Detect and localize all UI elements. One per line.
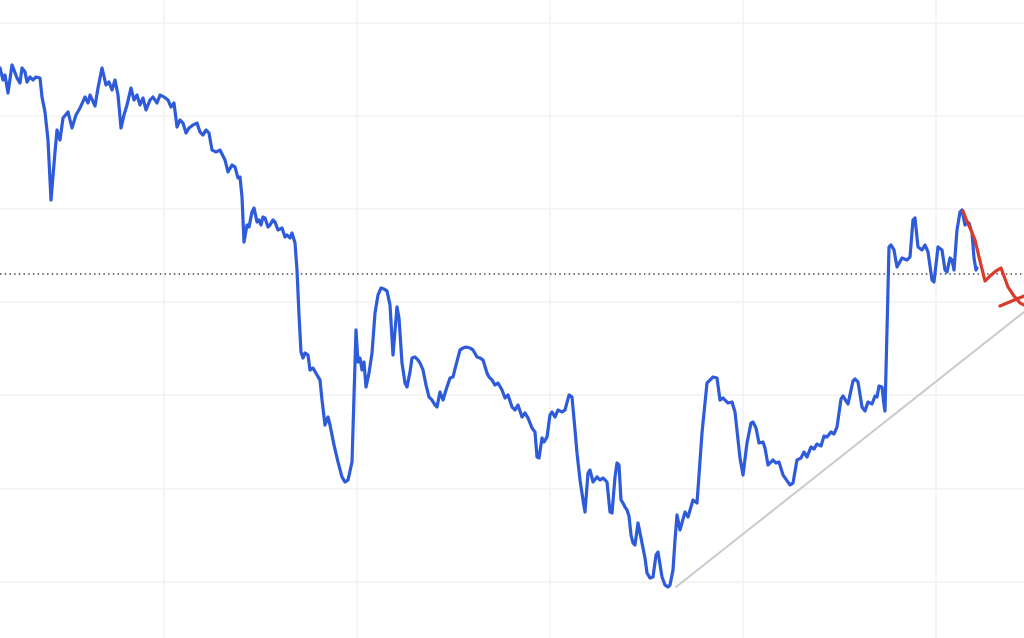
trend-line	[675, 311, 1024, 588]
decline-line-tail	[998, 294, 1024, 308]
decline-line	[961, 209, 1024, 307]
price-line	[0, 63, 979, 589]
series-group	[0, 63, 1024, 589]
trend-line-group	[675, 311, 1024, 588]
